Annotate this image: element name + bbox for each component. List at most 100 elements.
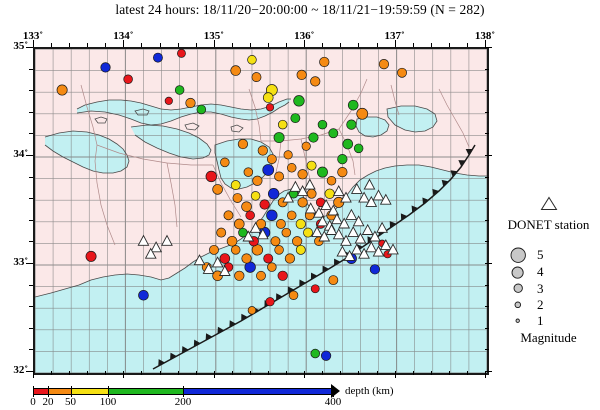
axis-tick (231, 371, 233, 375)
axis-tick (231, 43, 233, 47)
axis-tick (29, 306, 33, 308)
axis-tick (29, 349, 33, 351)
donet-station-markers[interactable] (137, 178, 399, 276)
axis-tick (51, 371, 53, 375)
axis-tick (485, 241, 489, 243)
map-panel (26, 40, 492, 378)
axis-tick (33, 371, 34, 378)
axis-tick (69, 43, 71, 47)
axis-tick (485, 371, 492, 372)
axis-tick (485, 47, 492, 48)
axis-tick (485, 155, 492, 156)
magnitude-value-label: 5 (537, 246, 544, 262)
axis-tick (485, 349, 489, 351)
axis-tick (358, 43, 360, 47)
lon-tick-label: 134˚ (113, 30, 134, 42)
colorbar-tick-label: 100 (99, 396, 117, 408)
axis-tick (485, 198, 489, 200)
axis-tick (29, 241, 33, 243)
axis-tick (159, 43, 161, 47)
donet-station-symbol (497, 196, 600, 216)
donet-station-label: DONET station (507, 217, 590, 232)
axis-tick (485, 90, 489, 92)
axis-tick (123, 371, 125, 378)
axis-tick (159, 371, 161, 375)
magnitude-value-label: 3 (537, 280, 544, 296)
axis-tick (29, 176, 33, 178)
axis-tick (394, 371, 396, 378)
axis-tick (177, 371, 179, 375)
axis-tick (87, 43, 89, 47)
axis-tick (249, 43, 251, 47)
colorbar-tick (183, 386, 184, 397)
magnitude-legend-row: 2 (509, 297, 600, 313)
magnitude-value-label: 4 (537, 264, 544, 280)
axis-tick (412, 43, 414, 47)
axis-tick (29, 133, 33, 135)
axis-tick (26, 371, 33, 372)
colorbar-tick (70, 386, 72, 397)
magnitude-legend-row: 5 (509, 245, 600, 264)
earthquake-markers[interactable] (56, 49, 407, 361)
axis-tick (340, 371, 342, 375)
axis-tick (29, 327, 33, 329)
axis-tick (249, 371, 251, 375)
axis-tick (26, 47, 33, 48)
magnitude-value-label: 2 (537, 296, 544, 312)
axis-tick (29, 284, 33, 286)
colorbar-tick-label: 50 (65, 396, 76, 408)
lon-tick-label: 135˚ (203, 30, 224, 42)
axis-tick (29, 90, 33, 92)
axis-tick (485, 327, 489, 329)
colorbar-tick (333, 386, 334, 397)
axis-tick (448, 371, 450, 375)
axis-tick (286, 371, 288, 375)
axis-tick (195, 43, 197, 47)
magnitude-legend-row: 4 (509, 264, 600, 280)
axis-tick (123, 40, 125, 47)
magnitude-value-label: 1 (537, 312, 544, 328)
axis-tick (304, 371, 306, 378)
axis-tick (485, 133, 489, 135)
axis-tick (430, 371, 432, 375)
axis-tick (268, 371, 270, 375)
axis-tick (485, 371, 486, 378)
lon-tick-label: 138˚ (474, 30, 496, 42)
axis-tick (177, 43, 179, 47)
axis-tick (485, 306, 489, 308)
axis-tick (394, 40, 396, 47)
axis-tick (466, 371, 468, 375)
page-title: latest 24 hours: 18/11/20−20:00:00 ~ 18/… (115, 2, 485, 17)
axis-tick (286, 43, 288, 47)
magnitude-circle-icon (515, 318, 521, 323)
axis-tick (105, 371, 107, 375)
axis-tick (485, 263, 492, 264)
axis-tick (141, 371, 143, 375)
lon-tick-label: 137˚ (384, 30, 405, 42)
map-canvas[interactable] (33, 47, 489, 375)
axis-tick (29, 219, 33, 221)
magnitude-label: Magnitude (520, 329, 577, 345)
colorbar-tick-label: 0 (30, 396, 36, 408)
magnitude-circle-icon (513, 283, 523, 294)
axis-tick (33, 40, 34, 47)
lon-tick-label: 136˚ (294, 30, 315, 42)
lon-tick-label: 133˚ (22, 30, 44, 42)
colorbar-tick-label: 200 (174, 396, 192, 408)
lat-tick-label: 33˚ (13, 256, 28, 268)
axis-tick (485, 219, 489, 221)
axis-tick (87, 371, 89, 375)
axis-tick (51, 43, 53, 47)
colorbar-title: depth (km) (345, 385, 394, 397)
axis-tick (358, 371, 360, 375)
axis-tick (485, 111, 489, 113)
magnitude-circle-icon (510, 247, 526, 263)
lat-tick-label: 32˚ (13, 364, 28, 376)
axis-tick (430, 43, 432, 47)
colorbar-tick-label: 20 (42, 396, 54, 408)
axis-tick (29, 111, 33, 113)
magnitude-circle-icon (511, 266, 525, 279)
axis-tick (466, 43, 468, 47)
